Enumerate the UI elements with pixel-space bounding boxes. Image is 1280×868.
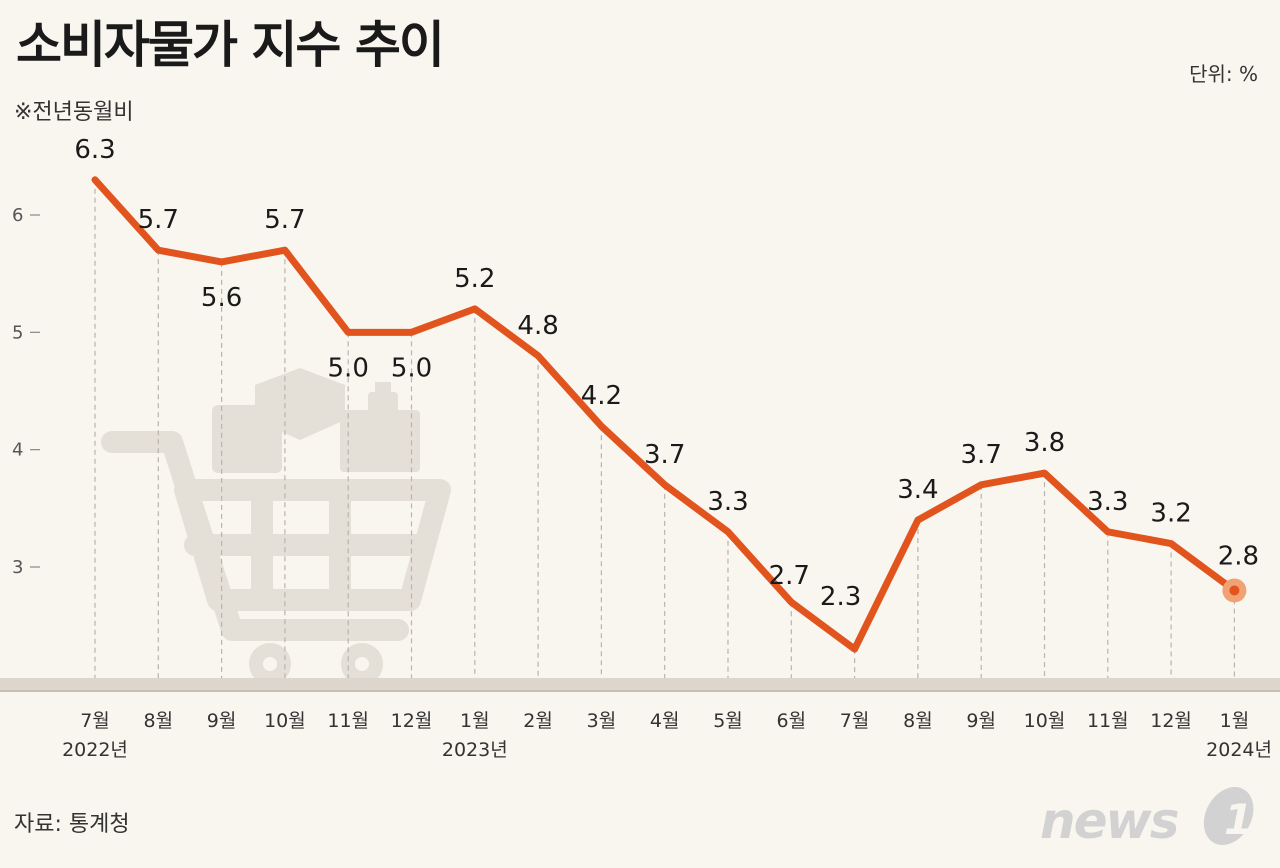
source-note: 자료: 통계청	[14, 812, 130, 837]
x-tick-label: 12월	[391, 710, 433, 732]
data-label: 5.6	[201, 283, 242, 313]
data-label: 5.0	[328, 353, 369, 383]
y-tick-label: 5	[12, 322, 23, 343]
x-tick-label: 8월	[144, 710, 174, 732]
data-label: 3.3	[707, 487, 748, 517]
data-label: 3.8	[1024, 428, 1065, 458]
data-point	[1229, 585, 1240, 596]
data-label: 3.4	[897, 475, 938, 505]
data-label: 4.8	[517, 311, 558, 341]
unit-label: 단위: %	[1189, 62, 1258, 86]
data-label: 2.7	[769, 561, 810, 591]
x-axis-baseline	[0, 678, 1280, 692]
svg-text:1: 1	[1224, 795, 1253, 844]
series-line	[91, 176, 1238, 653]
data-label: 2.3	[820, 582, 861, 612]
x-tick-label: 9월	[966, 710, 996, 732]
data-label: 5.7	[264, 205, 305, 235]
year-label: 2022년	[62, 739, 128, 761]
data-label: 5.7	[138, 205, 179, 235]
x-tick-label: 11월	[1087, 710, 1129, 732]
x-tick-label: 9월	[207, 710, 237, 732]
x-tick-label: 10월	[264, 710, 306, 732]
data-label: 3.2	[1150, 499, 1191, 529]
shopping-cart-icon	[101, 368, 451, 685]
data-label: 4.2	[581, 381, 622, 411]
x-tick-label: 1월	[460, 710, 490, 732]
x-tick-label: 8월	[903, 710, 933, 732]
x-tick-label: 2월	[523, 710, 553, 732]
data-label: 5.0	[391, 353, 432, 383]
data-label: 6.3	[74, 135, 115, 165]
x-tick-label: 12월	[1150, 710, 1192, 732]
chart-title: 소비자물가 지수 추이	[16, 16, 445, 74]
x-tick-label: 11월	[327, 710, 369, 732]
y-tick-label: 3	[12, 557, 23, 578]
x-tick-label: 4월	[650, 710, 680, 732]
x-tick-label: 7월	[80, 710, 110, 732]
x-tick-label: 5월	[713, 710, 743, 732]
data-label: 2.8	[1218, 541, 1259, 571]
data-label: 3.7	[961, 440, 1002, 470]
chart-subtitle: ※전년동월비	[14, 100, 134, 125]
x-tick-label: 1월	[1220, 710, 1250, 732]
news1-logo: news 1	[1040, 787, 1254, 850]
x-tick-label: 7월	[840, 710, 870, 732]
y-tick-label: 6	[12, 205, 23, 226]
data-label: 3.7	[644, 440, 685, 470]
x-tick-label: 6월	[777, 710, 807, 732]
data-label: 5.2	[454, 264, 495, 294]
x-tick-label: 10월	[1024, 710, 1066, 732]
year-label: 2023년	[442, 739, 508, 761]
x-tick-label: 3월	[587, 710, 617, 732]
data-label: 3.3	[1087, 487, 1128, 517]
svg-text:news: news	[1040, 792, 1178, 850]
y-tick-label: 4	[12, 440, 23, 461]
year-label: 2024년	[1206, 739, 1272, 761]
